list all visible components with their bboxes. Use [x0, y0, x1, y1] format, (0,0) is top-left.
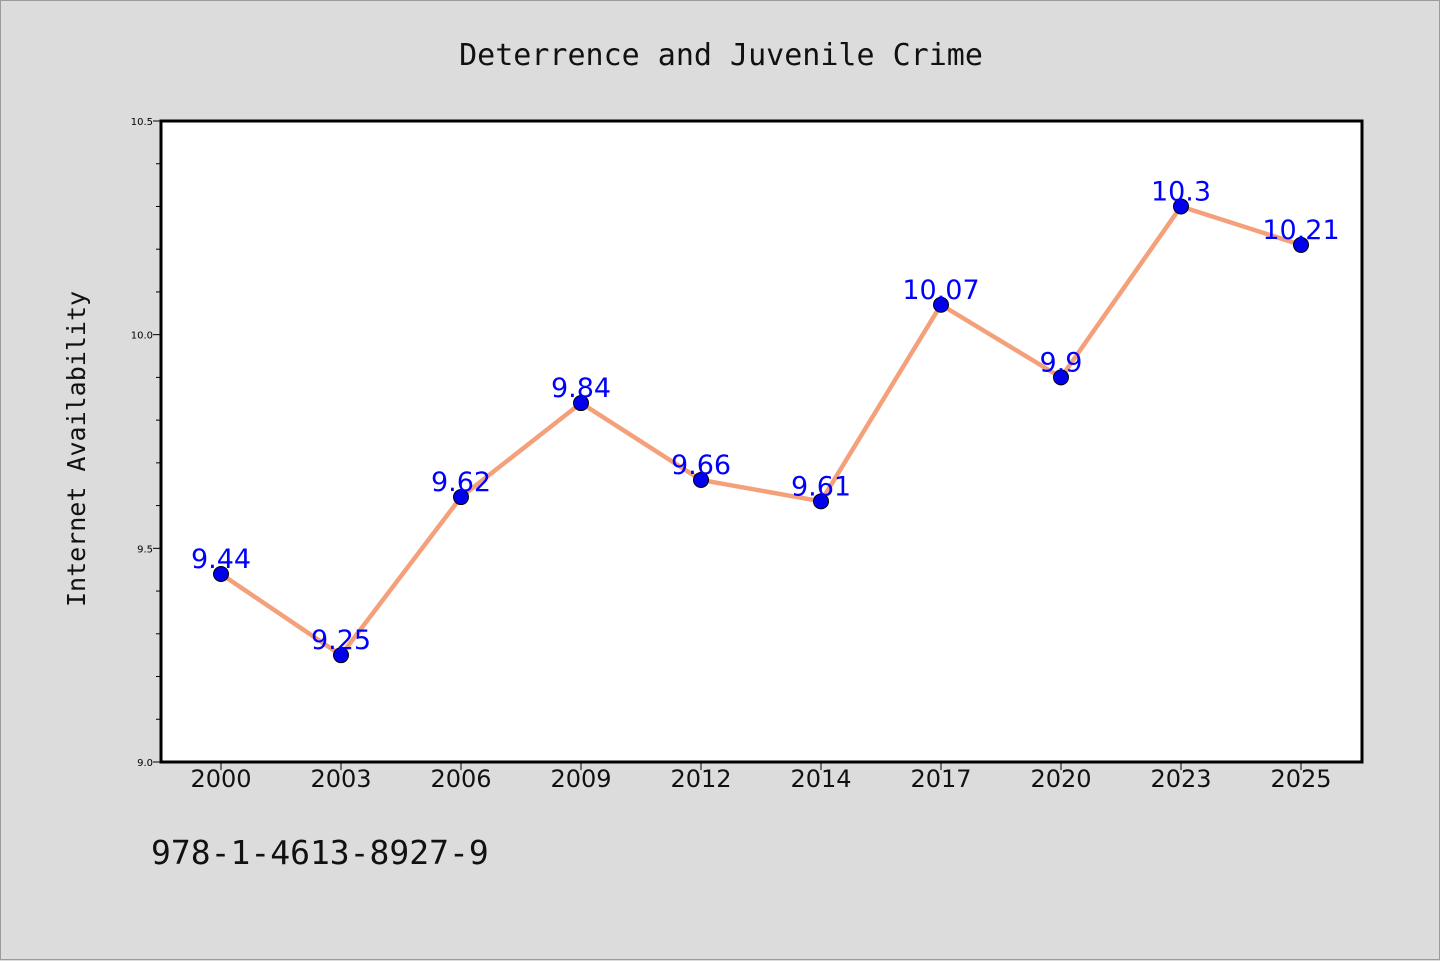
- x-tick-label: 2012: [670, 765, 731, 793]
- x-tick-label: 2000: [190, 765, 251, 793]
- y-axis-label: Internet Availability: [62, 291, 91, 607]
- data-point: [1053, 369, 1069, 386]
- data-point: [1293, 236, 1309, 253]
- data-label: 10.21: [1262, 215, 1339, 246]
- data-label: 9.9: [1040, 347, 1083, 378]
- data-point: [1173, 198, 1189, 215]
- data-label: 9.84: [551, 373, 611, 404]
- data-point: [693, 471, 709, 488]
- x-axis-ticks: 2000 2003 2006 2009 2012 2014 2017 2020 2023 2025: [190, 762, 1332, 793]
- data-label: 10.07: [902, 275, 979, 306]
- x-tick-label: 2014: [790, 765, 851, 793]
- data-point: [573, 395, 589, 412]
- x-tick-label: 2006: [430, 765, 491, 793]
- x-tick-label: 2023: [1150, 765, 1211, 793]
- chart-title: Deterrence and Juvenile Crime: [459, 38, 983, 73]
- data-point: [453, 489, 469, 506]
- x-tick-label: 2020: [1030, 765, 1091, 793]
- plot-area: [159, 119, 1364, 764]
- data-point: [813, 493, 829, 510]
- data-point: [933, 296, 949, 313]
- series-layer: 9.44 9.25 9.62 9.84 9.66 9.61 10.07 9.9 10.3 10.2…: [191, 176, 1340, 664]
- data-label: 10.3: [1151, 176, 1211, 207]
- footer-code: 978-1-4613-8927-9: [151, 833, 489, 872]
- y-tick-label: 9.0: [137, 758, 153, 769]
- data-point: [213, 565, 229, 582]
- y-tick-label: 10.5: [131, 117, 153, 128]
- series-line: [218, 204, 1304, 658]
- y-tick-label: 10.0: [131, 331, 153, 342]
- data-label: 9.61: [791, 471, 851, 502]
- x-tick-label: 2025: [1270, 765, 1331, 793]
- data-label: 9.25: [311, 625, 371, 656]
- data-label: 9.62: [431, 467, 491, 498]
- x-tick-label: 2017: [910, 765, 971, 793]
- data-point: [333, 647, 349, 664]
- x-tick-label: 2009: [550, 765, 611, 793]
- x-tick-label: 2003: [310, 765, 371, 793]
- y-tick-label: 9.5: [137, 544, 153, 555]
- data-label: 9.66: [671, 450, 731, 481]
- y-axis-ticks: 9.0 9.5 10.0 10.5: [131, 117, 161, 769]
- data-label: 9.44: [191, 544, 251, 575]
